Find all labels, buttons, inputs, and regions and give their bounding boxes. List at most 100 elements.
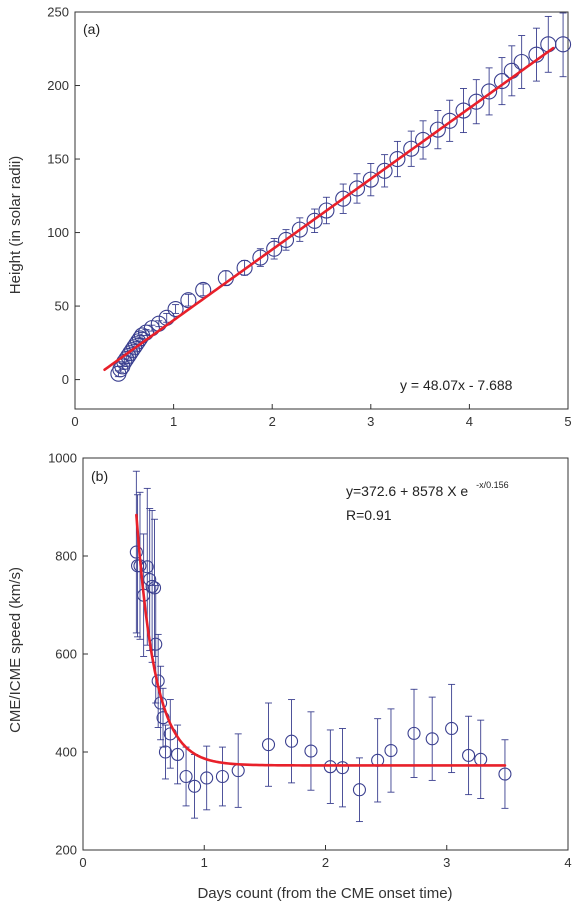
panel-a-data-point xyxy=(403,140,420,157)
panel-a-data-point xyxy=(441,112,458,129)
panel-b-r-value: R=0.91 xyxy=(346,507,392,523)
panel-b-xlabel: Days count (from the CME onset time) xyxy=(197,885,452,902)
panel-b-error-bar xyxy=(374,718,382,803)
panel-b-ytick-label: 600 xyxy=(55,647,77,662)
panel-b-ytick-label: 400 xyxy=(55,745,77,760)
panel-a-data-point xyxy=(481,83,498,100)
panel-a-data-point xyxy=(236,259,253,276)
panel-b-error-bar xyxy=(191,754,199,819)
panel-b-data-point xyxy=(158,745,172,759)
panel-b-data-point xyxy=(200,771,214,785)
panel-a-xtick-label: 2 xyxy=(269,414,276,429)
panel-b-error-bar xyxy=(132,470,140,634)
panel-a-data-point xyxy=(120,348,137,365)
panel-b-data-point xyxy=(129,545,143,559)
panel-b-xtick-label: 1 xyxy=(201,855,208,870)
panel-b-error-bar xyxy=(338,728,346,808)
panel-a-data-point xyxy=(415,131,432,148)
panel-b-data-point xyxy=(171,747,185,762)
panel-a-data-point xyxy=(389,150,406,168)
panel-b-error-bar xyxy=(166,699,174,769)
panel-a-data-point xyxy=(291,221,308,238)
panel-a-error-bar xyxy=(518,35,526,89)
panel-b-data-point xyxy=(261,738,276,752)
panel-a-ytick-label: 0 xyxy=(62,372,69,387)
panel-a-data-point xyxy=(318,202,335,219)
panel-a-fit-equation: y = 48.07x - 7.688 xyxy=(400,377,513,393)
panel-b-xtick-label: 0 xyxy=(79,855,86,870)
panel-b-error-bar xyxy=(203,745,211,811)
panel-a-error-bar xyxy=(172,304,180,314)
panel-a-error-bar xyxy=(508,45,516,97)
panel-a-error-bar xyxy=(559,12,567,78)
panel-a-data-point xyxy=(468,93,485,110)
panel-b-ytick-label: 1000 xyxy=(48,451,77,466)
panel-b-data-point xyxy=(407,726,421,740)
panel-a-data-point xyxy=(252,249,269,266)
panel-a-data-point xyxy=(126,339,143,356)
panel-a-data-point xyxy=(124,342,141,359)
panel-b-data-point xyxy=(215,769,229,784)
panel-a-xtick-label: 3 xyxy=(367,414,374,429)
panel-a-xtick-label: 0 xyxy=(71,414,78,429)
panel-a-data-point xyxy=(122,345,139,362)
panel-b-xtick-label: 4 xyxy=(564,855,571,870)
panel-a-data-point xyxy=(167,300,184,318)
panel-a-error-bar xyxy=(485,67,493,116)
panel-b-error-bar xyxy=(477,719,485,799)
panel-a-data-point xyxy=(455,102,472,119)
panel-a-data-point xyxy=(277,231,295,248)
panel-a-label: (a) xyxy=(83,21,100,37)
panel-a-data-point xyxy=(195,281,212,298)
panel-b-error-bar xyxy=(387,708,395,793)
panel-a-ytick-label: 50 xyxy=(55,299,69,314)
panel-b-data-point xyxy=(352,783,367,797)
panel-b-xtick-label: 2 xyxy=(322,855,329,870)
panel-a-error-bar xyxy=(532,27,540,82)
panel-b-ytick-label: 800 xyxy=(55,549,77,564)
panel-b-xtick-label: 3 xyxy=(443,855,450,870)
panel-b-data-point xyxy=(304,744,318,758)
panel-a-fit-line xyxy=(103,46,555,371)
panel-b-error-bar xyxy=(218,746,226,807)
panel-a-error-bar xyxy=(381,154,389,188)
panel-b-error-bar xyxy=(307,711,315,791)
panel-a-data-point xyxy=(180,292,197,309)
panel-a-data-point xyxy=(348,180,366,197)
panel-a-ytick-label: 150 xyxy=(47,152,69,167)
panel-a: (a) y = 48.07x - 7.688 Height (in solar … xyxy=(7,5,572,430)
panel-b-error-bar xyxy=(288,699,296,784)
panel-a-xtick-label: 5 xyxy=(564,414,571,429)
panel-b-data-point xyxy=(384,743,398,758)
panel-a-ylabel: Height (in solar radii) xyxy=(7,156,24,294)
panel-a-data-point xyxy=(362,171,379,188)
panel-a-ytick-label: 100 xyxy=(47,225,69,240)
panel-a-data-point xyxy=(493,73,510,90)
panel-b: (b) y=372.6 + 8578 X e -x/0.156 R=0.91 C… xyxy=(7,451,572,903)
panel-b-error-bar xyxy=(265,702,273,787)
panel-b-data-point xyxy=(445,721,459,736)
panel-b-ylabel: CME/ICME speed (km/s) xyxy=(7,567,24,733)
panel-b-fit-equation-exponent: -x/0.156 xyxy=(476,480,509,490)
panel-b-fit-equation-base: y=372.6 + 8578 X e xyxy=(346,483,468,499)
panel-a-error-bar xyxy=(544,15,552,73)
panel-b-error-bar xyxy=(410,688,418,778)
panel-b-data-point xyxy=(462,748,476,762)
panel-a-data-point xyxy=(429,121,446,138)
panel-a-error-bar xyxy=(498,57,506,106)
panel-a-ytick-label: 250 xyxy=(47,5,69,20)
panel-a-data-point xyxy=(112,361,129,378)
panel-b-error-bar xyxy=(465,715,473,796)
panel-b-data-point xyxy=(179,769,193,784)
panel-b-data-point xyxy=(335,761,350,775)
panel-b-data-point xyxy=(147,581,162,595)
panel-b-data-point xyxy=(145,579,159,593)
panel-a-error-bar xyxy=(184,293,192,307)
panel-a-xtick-label: 4 xyxy=(466,414,473,429)
panel-a-data-point xyxy=(266,240,283,257)
panel-b-data-point xyxy=(284,734,299,748)
panel-b-data-point xyxy=(188,779,202,793)
panel-b-data-point xyxy=(498,767,512,781)
panel-b-ytick-label: 200 xyxy=(55,843,77,858)
